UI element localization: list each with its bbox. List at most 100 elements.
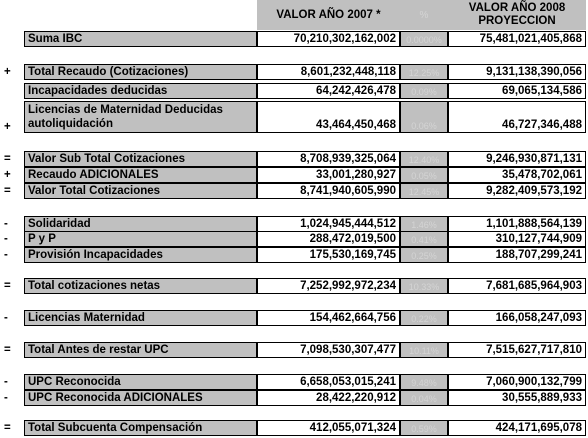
value-2007[interactable]: 7,098,530,307,477: [257, 342, 400, 358]
percentage[interactable]: 0.22%: [400, 310, 448, 326]
row-operator-symbol: [4, 83, 18, 99]
row-label[interactable]: Provisión Incapacidades: [24, 247, 257, 263]
table-row: Suma IBC 70,210,302,162,002 0.0000% 75,481,…: [0, 31, 588, 47]
percentage[interactable]: 0.41%: [400, 231, 448, 247]
row-operator-symbol: =: [4, 153, 11, 165]
percentage[interactable]: 12.40%: [400, 151, 448, 167]
header-2008: VALOR AÑO 2008 PROYECCION: [448, 0, 586, 30]
row-operator-symbol: +: [4, 66, 11, 78]
row-label[interactable]: UPC Reconocida: [24, 374, 257, 390]
value-2007[interactable]: 8,708,939,325,064: [257, 151, 400, 167]
percentage[interactable]: 1.46%: [400, 216, 448, 232]
row-operator: +: [4, 64, 18, 80]
value-2007[interactable]: 175,530,169,745: [257, 247, 400, 263]
row-operator-symbol: +: [4, 169, 11, 181]
value-2007[interactable]: 33,001,280,927: [257, 167, 400, 183]
value-2008[interactable]: 35,478,702,061: [448, 167, 586, 183]
value-2007[interactable]: 7,252,992,972,234: [257, 278, 400, 294]
percentage[interactable]: 12.25%: [400, 64, 448, 80]
row-label-text: Valor Total Cotizaciones: [28, 185, 161, 197]
value-2008[interactable]: 7,681,685,964,903: [448, 278, 586, 294]
percentage-text: 0.09%: [411, 87, 437, 97]
row-label[interactable]: UPC Reconocida ADICIONALES: [24, 390, 257, 406]
value-2008[interactable]: 166,058,247,093: [448, 310, 586, 326]
percentage[interactable]: 9.48%: [400, 374, 448, 390]
value-2008[interactable]: 75,481,021,405,868: [448, 31, 586, 47]
value-2007[interactable]: 43,464,450,468: [257, 101, 400, 133]
table-row: - Solidaridad 1,024,945,444,512 1.46% 1,101,…: [0, 216, 588, 232]
table-row: - UPC Reconocida ADICIONALES 28,422,220,91…: [0, 390, 588, 406]
value-2007[interactable]: 64,242,426,478: [257, 83, 400, 99]
value-2007-text: 6,658,053,015,241: [300, 376, 396, 388]
value-2008[interactable]: 9,246,930,871,131: [448, 151, 586, 167]
percentage-text: 10.33%: [408, 282, 440, 292]
value-2008-text: 9,246,930,871,131: [486, 153, 582, 165]
value-2008[interactable]: 9,131,138,390,056: [448, 64, 586, 80]
table-row: - UPC Reconocida 6,658,053,015,241 9.48% 7,0…: [0, 374, 588, 390]
row-label[interactable]: Incapacidades deducidas: [24, 83, 257, 99]
value-2007[interactable]: 8,601,232,448,118: [257, 64, 400, 80]
value-2007[interactable]: 1,024,945,444,512: [257, 216, 400, 232]
percentage[interactable]: 0.06%: [400, 101, 448, 133]
row-operator: [4, 31, 18, 47]
row-label-text: Total Subcuenta Compensación: [28, 422, 203, 434]
row-operator: =: [4, 342, 18, 358]
value-2008[interactable]: 46,727,346,488: [448, 101, 586, 133]
value-2007[interactable]: 154,462,664,756: [257, 310, 400, 326]
row-label[interactable]: Total cotizaciones netas: [24, 278, 257, 294]
table-row: = Total cotizaciones netas 7,252,992,972,2…: [0, 278, 588, 294]
value-2008[interactable]: 7,515,627,717,810: [448, 342, 586, 358]
percentage[interactable]: 0.04%: [400, 390, 448, 406]
row-label[interactable]: Licencias de Maternidad Deducidas autoli…: [24, 101, 257, 133]
table-row: = Total Subcuenta Compensación 412,055,071…: [0, 420, 588, 436]
value-2007[interactable]: 6,658,053,015,241: [257, 374, 400, 390]
row-label[interactable]: Solidaridad: [24, 216, 257, 232]
percentage[interactable]: 10.11%: [400, 342, 448, 358]
value-2008[interactable]: 7,060,900,132,799: [448, 374, 586, 390]
row-label[interactable]: Total Recaudo (Cotizaciones): [24, 64, 257, 80]
value-2008[interactable]: 188,707,299,241: [448, 247, 586, 263]
value-2007-text: 1,024,945,444,512: [300, 218, 396, 230]
row-operator-symbol: -: [4, 249, 8, 261]
value-2008[interactable]: 9,282,409,573,192: [448, 183, 586, 199]
row-operator-symbol: [4, 31, 18, 47]
value-2008[interactable]: 1,101,888,564,139: [448, 216, 586, 232]
table-row: = Total Antes de restar UPC 7,098,530,307,…: [0, 342, 588, 358]
row-label[interactable]: Licencias Maternidad: [24, 310, 257, 326]
value-2008[interactable]: 69,065,134,586: [448, 83, 586, 99]
value-2007[interactable]: 70,210,302,162,002: [257, 31, 400, 47]
percentage[interactable]: 12.45%: [400, 183, 448, 199]
row-label[interactable]: Valor Total Cotizaciones: [24, 183, 257, 199]
header-pct: %: [400, 0, 448, 30]
percentage[interactable]: 0.09%: [400, 83, 448, 99]
row-label[interactable]: Valor Sub Total Cotizaciones: [24, 151, 257, 167]
percentage-text: 9.48%: [411, 378, 437, 388]
percentage-text: 1.46%: [411, 220, 437, 230]
percentage-text: 0.06%: [411, 121, 437, 131]
value-2008[interactable]: 310,127,744,909: [448, 231, 586, 247]
value-2007[interactable]: 28,422,220,912: [257, 390, 400, 406]
value-2008[interactable]: 424,171,695,078: [448, 420, 586, 436]
row-label[interactable]: Recaudo ADICIONALES: [24, 167, 257, 183]
value-2008[interactable]: 30,555,889,933: [448, 390, 586, 406]
value-2007[interactable]: 288,472,019,500: [257, 231, 400, 247]
value-2007[interactable]: 412,055,071,324: [257, 420, 400, 436]
row-label[interactable]: Suma IBC: [24, 31, 257, 47]
row-operator-symbol: =: [4, 344, 11, 356]
value-2007[interactable]: 8,741,940,605,990: [257, 183, 400, 199]
row-label-text: P y P: [28, 233, 56, 245]
percentage-text: 12.40%: [408, 155, 440, 165]
percentage[interactable]: 0.05%: [400, 167, 448, 183]
row-label[interactable]: Total Subcuenta Compensación: [24, 420, 257, 436]
percentage-text: 0.59%: [411, 424, 437, 434]
percentage[interactable]: 10.33%: [400, 278, 448, 294]
value-2007-text: 43,464,450,468: [316, 119, 396, 131]
percentage[interactable]: 0.59%: [400, 420, 448, 436]
percentage-text: 0.41%: [411, 235, 437, 245]
row-label[interactable]: Total Antes de restar UPC: [24, 342, 257, 358]
row-operator-symbol: +: [4, 121, 11, 133]
percentage[interactable]: 0.0000%: [400, 31, 448, 47]
percentage[interactable]: 0.25%: [400, 247, 448, 263]
row-label[interactable]: P y P: [24, 231, 257, 247]
value-2008-text: 188,707,299,241: [495, 249, 582, 261]
